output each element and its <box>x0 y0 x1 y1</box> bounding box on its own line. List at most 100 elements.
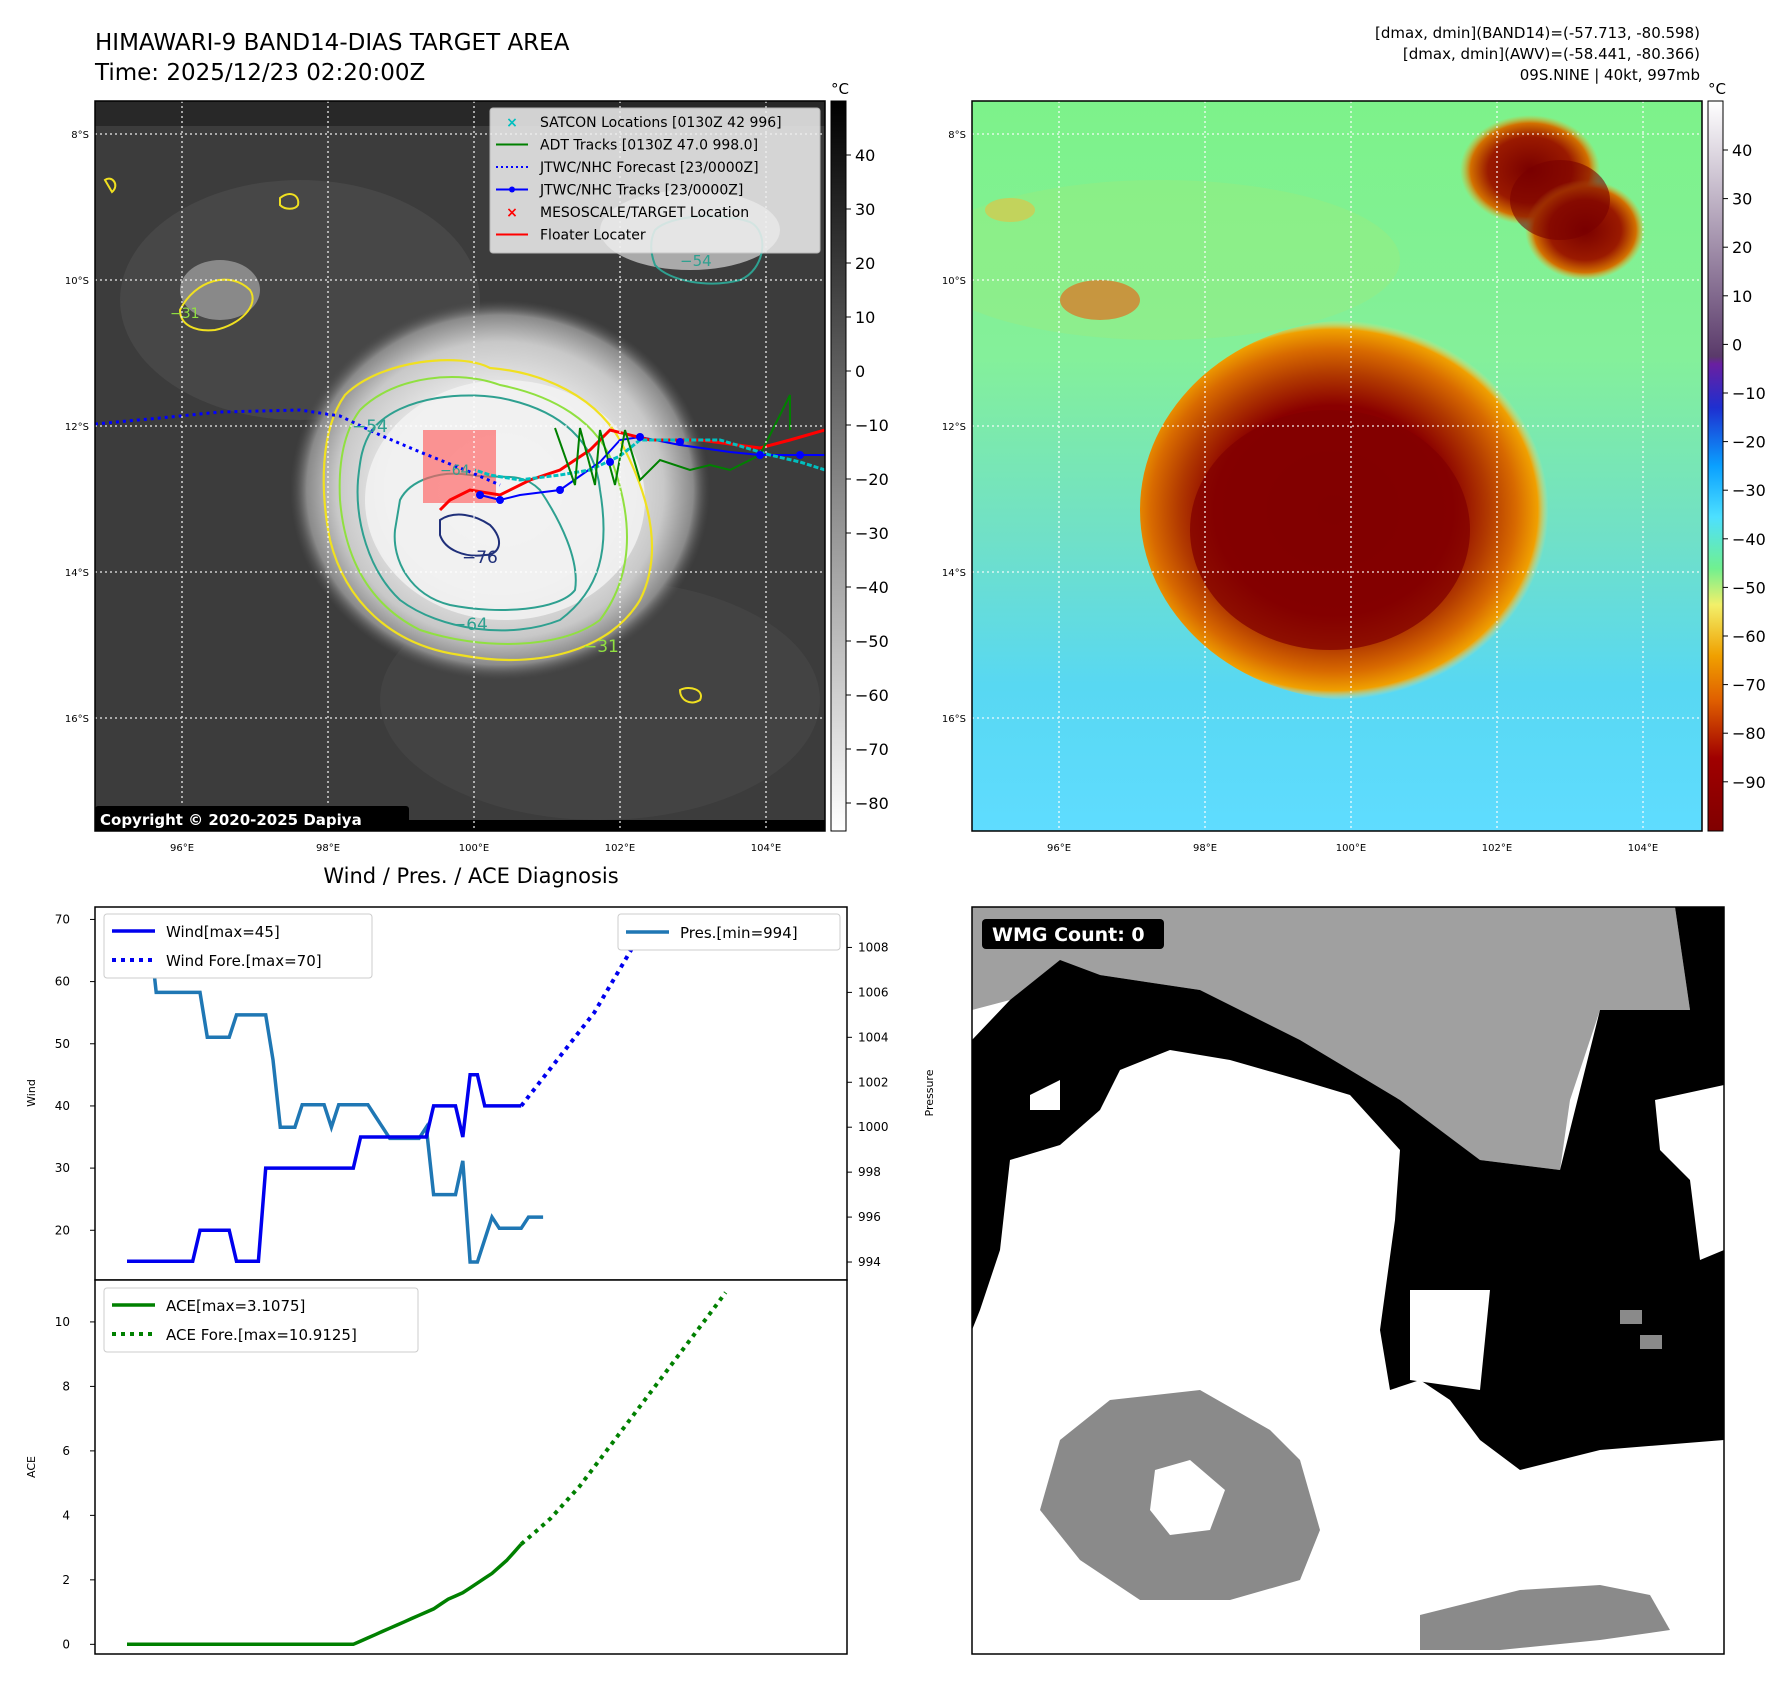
lon-tick-label: 98°E <box>1193 843 1217 854</box>
lat-tick-label: 8°S <box>948 130 966 141</box>
figure-title-line1: HIMAWARI-9 BAND14-DIAS TARGET AREA <box>95 30 570 56</box>
colorbar-tick-label: 40 <box>855 146 875 165</box>
ace-forecast-line <box>519 1291 728 1546</box>
colorbar-tick-label: 40 <box>1732 141 1752 160</box>
lat-tick-label: 8°S <box>71 130 89 141</box>
colorbar-tick-label: −70 <box>855 740 889 759</box>
colorbar-tick-label: −80 <box>1732 724 1766 743</box>
map-legend-label: SATCON Locations [0130Z 42 996] <box>540 115 782 131</box>
axis-tick-label: 70 <box>55 912 70 926</box>
lon-tick-label: 102°E <box>1482 843 1512 854</box>
axis-tick-label: 30 <box>55 1161 70 1175</box>
map-legend-item: × SATCON Locations [0130Z 42 996] <box>506 115 781 131</box>
colorbar-tick-label: 10 <box>855 308 875 327</box>
axis-tick-label: 20 <box>55 1223 70 1237</box>
colorbar-tick-label: −30 <box>855 524 889 543</box>
axis-tick-label: 1008 <box>858 940 889 954</box>
pressure-axis-ticks: 1008 1006 1004 1002 1000 998 996 994 <box>847 940 889 1269</box>
wind-ylabel: Wind <box>25 1079 38 1107</box>
ace-panel: 10 8 6 4 2 0 ACE ACE[max=3.1075] ACE Fore.[ma… <box>25 1279 848 1655</box>
colorbar-tick-label: −70 <box>1732 676 1766 695</box>
colorbar-tick-label: −60 <box>1732 627 1766 646</box>
lon-tick-label: 100°E <box>459 843 489 854</box>
color-colorbar <box>1707 100 1724 832</box>
legend-marker-x-icon: × <box>506 205 518 221</box>
axis-tick-label: 40 <box>55 1099 70 1113</box>
colorbar-tick-label: 20 <box>1732 238 1752 257</box>
wind-pressure-panel: 70 60 50 40 30 20 1008 1006 1004 1002 1000 998 996 9… <box>25 906 936 1281</box>
wind-forecast-line <box>519 917 726 1108</box>
map-legend-item: JTWC/NHC Forecast [23/0000Z] <box>496 160 759 176</box>
lat-tick-label: 14°S <box>65 568 89 579</box>
lat-tick-label: 14°S <box>942 568 966 579</box>
map-legend-label: JTWC/NHC Forecast [23/0000Z] <box>539 160 759 176</box>
ir-map-panel: −76 −64 −54 −31 −64 −31 −54 × SATCON Loca… <box>94 100 826 832</box>
map-right-ticks: 8°S 10°S 12°S 14°S 16°S 96°E 98°E 100°E 102°E 104… <box>942 130 1658 854</box>
wind-axis-ticks: 70 60 50 40 30 20 <box>55 912 95 1237</box>
colorbar-tick-label: −60 <box>855 686 889 705</box>
colorbar-tick-label: −40 <box>855 578 889 597</box>
gray-colorbar-ticks: 40 30 20 10 0 −10 −20 −30 −40 −50 −60 −70 −80 <box>846 146 889 813</box>
contour-label: −54 <box>352 417 388 437</box>
ace-legend: ACE[max=3.1075] ACE Fore.[max=10.9125] <box>103 1287 419 1353</box>
contour-label: −31 <box>170 306 200 322</box>
lon-tick-label: 96°E <box>1047 843 1071 854</box>
lat-tick-label: 16°S <box>942 714 966 725</box>
colorbar-tick-label: 20 <box>855 254 875 273</box>
wmg-panel: WMG Count: 0 <box>971 906 1725 1655</box>
colorbar-tick-label: −40 <box>1732 530 1766 549</box>
contour-label: −64 <box>440 463 470 479</box>
axis-tick-label: 0 <box>62 1637 70 1651</box>
colorbar-tick-label: −50 <box>1732 578 1766 597</box>
info-line3: 09S.NINE | 40kt, 997mb <box>1520 66 1700 84</box>
pressure-series-line <box>127 923 544 1264</box>
axis-tick-label: 1004 <box>858 1030 889 1044</box>
contour-label: −31 <box>583 637 619 657</box>
lon-tick-label: 104°E <box>1628 843 1658 854</box>
legend-ace: ACE[max=3.1075] <box>166 1297 305 1315</box>
legend-dot-icon <box>509 186 515 193</box>
info-line2: [dmax, dmin](AWV)=(-58.441, -80.366) <box>1403 45 1700 63</box>
axis-tick-label: 1000 <box>858 1120 889 1134</box>
colorbar-tick-label: 0 <box>1732 335 1742 354</box>
colorbar-tick-label: −30 <box>1732 481 1766 500</box>
axis-tick-label: 10 <box>55 1315 70 1329</box>
lat-tick-label: 12°S <box>942 422 966 433</box>
wind-series-line <box>127 1073 522 1264</box>
colorbar-tick-label: −20 <box>1732 433 1766 452</box>
axis-tick-label: 998 <box>858 1165 881 1179</box>
wind-legend: Wind[max=45] Wind Fore.[max=70] <box>103 913 373 979</box>
lon-tick-label: 104°E <box>751 843 781 854</box>
axis-tick-label: 50 <box>55 1037 70 1051</box>
map-legend-item: Floater Locater <box>496 228 646 244</box>
legend-ace-fore: ACE Fore.[max=10.9125] <box>166 1326 357 1344</box>
lon-tick-label: 96°E <box>170 843 194 854</box>
color-colorbar-unit: °C <box>1708 80 1726 98</box>
info-line1: [dmax, dmin](BAND14)=(-57.713, -80.598) <box>1375 24 1700 42</box>
awv-map-panel <box>971 100 1703 832</box>
axis-tick-label: 8 <box>62 1379 70 1393</box>
lat-tick-label: 16°S <box>65 714 89 725</box>
gray-colorbar-unit: °C <box>831 80 849 98</box>
map-legend-item: JTWC/NHC Tracks [23/0000Z] <box>496 183 743 199</box>
lon-tick-label: 102°E <box>605 843 635 854</box>
colorbar-tick-label: −80 <box>855 794 889 813</box>
axis-tick-label: 4 <box>62 1508 70 1522</box>
colorbar-tick-label: −10 <box>1732 384 1766 403</box>
map-legend-label: Floater Locater <box>540 228 646 244</box>
contour-label: −64 <box>452 615 488 635</box>
axis-tick-label: 994 <box>858 1255 881 1269</box>
axis-tick-label: 1006 <box>858 985 889 999</box>
colorbar-tick-label: −50 <box>855 632 889 651</box>
colorbar-tick-label: 30 <box>1732 190 1752 209</box>
legend-wind-fore: Wind Fore.[max=70] <box>166 952 322 970</box>
colorbar-tick-label: 10 <box>1732 287 1752 306</box>
contour-label: −54 <box>680 252 712 270</box>
lat-tick-label: 10°S <box>942 276 966 287</box>
figure-title-line2: Time: 2025/12/23 02:20:00Z <box>94 60 425 86</box>
lon-tick-label: 98°E <box>316 843 340 854</box>
colorbar-tick-label: 0 <box>855 362 865 381</box>
map-legend: × SATCON Locations [0130Z 42 996] ADT Trac… <box>489 107 821 254</box>
lon-tick-label: 100°E <box>1336 843 1366 854</box>
